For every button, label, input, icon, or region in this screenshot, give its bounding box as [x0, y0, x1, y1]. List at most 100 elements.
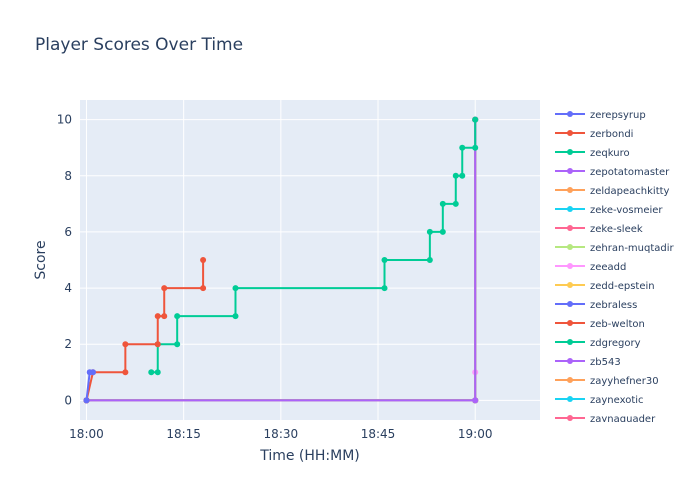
legend-swatch-marker	[567, 263, 573, 269]
x-tick-label: 18:45	[361, 427, 396, 441]
legend-label: zaynaquader	[590, 414, 656, 425]
data-point	[472, 116, 479, 123]
legend-item-zeldapeachkitty[interactable]: zeldapeachkitty	[555, 186, 670, 197]
series-zerepsyrup	[83, 369, 96, 404]
data-point	[472, 144, 479, 151]
legend-swatch-marker	[567, 149, 573, 155]
data-point	[232, 313, 239, 320]
legend-swatch-marker	[567, 111, 573, 117]
legend-swatch-marker	[567, 377, 573, 383]
chart-title: Player Scores Over Time	[35, 35, 243, 55]
series-zeqkuro	[148, 116, 479, 376]
ticks: 0 2 4 6 8 10 18:00 18:15 18:30 18:45 19:00	[57, 113, 493, 441]
y-tick-label: 0	[64, 393, 72, 407]
legend-item-zayyhefner30[interactable]: zayyhefner30	[555, 376, 659, 387]
data-point	[426, 257, 433, 263]
data-point	[154, 341, 161, 348]
legend-item-zedd-epstein[interactable]: zedd-epstein	[555, 281, 655, 292]
legend-item-zaynaquader[interactable]: zaynaquader	[555, 414, 656, 425]
legend-label: zb543	[590, 357, 621, 368]
data-point	[232, 285, 239, 292]
legend-item-zdgregory[interactable]: zdgregory	[555, 338, 641, 349]
legend-swatch-marker	[567, 168, 573, 174]
data-point	[148, 369, 155, 376]
legend-swatch-marker	[567, 301, 573, 307]
data-point	[200, 285, 207, 292]
data-point	[381, 257, 388, 263]
legend-swatch-marker	[567, 320, 573, 326]
legend-item-zeke-vosmeier[interactable]: zeke-vosmeier	[555, 205, 663, 216]
legend-swatch-marker	[567, 244, 573, 250]
legend-swatch-marker	[567, 339, 573, 345]
legend-swatch-marker	[567, 282, 573, 288]
legend-item-zeqkuro[interactable]: zeqkuro	[555, 148, 630, 159]
data-point	[439, 228, 446, 235]
data-point	[426, 228, 433, 235]
x-tick-label: 18:30	[264, 427, 299, 441]
legend-label: zeldapeachkitty	[590, 186, 670, 197]
data-point	[122, 341, 129, 348]
y-tick-label: 8	[64, 169, 72, 183]
legend-label: zerepsyrup	[590, 110, 646, 121]
x-tick-label: 18:15	[166, 427, 201, 441]
data-point	[83, 397, 90, 404]
data-point	[452, 200, 459, 207]
legend-swatch-marker	[567, 358, 573, 364]
legend[interactable]: zerepsyrup zerbondi zeqkuro zepotatomaster z…	[555, 110, 675, 425]
data-point	[174, 341, 181, 348]
data-point	[122, 369, 129, 376]
data-point	[154, 369, 161, 376]
y-tick-label: 10	[57, 113, 72, 127]
legend-item-zb543[interactable]: zb543	[555, 357, 621, 368]
legend-label: zeeadd	[590, 262, 626, 273]
legend-swatch-marker	[567, 206, 573, 212]
data-point	[174, 313, 181, 320]
legend-label: zaynexotic	[590, 395, 644, 406]
x-axis-title: Time (HH:MM)	[259, 448, 360, 464]
data-point	[452, 172, 459, 179]
legend-label: zeqkuro	[590, 148, 630, 159]
legend-label: zeke-sleek	[590, 224, 643, 235]
data-point	[439, 200, 446, 207]
legend-label: zeb-welton	[590, 319, 645, 330]
legend-label: zedd-epstein	[590, 281, 655, 292]
legend-label: zayyhefner30	[590, 376, 659, 387]
legend-swatch-marker	[567, 225, 573, 231]
legend-item-zeeadd[interactable]: zeeadd	[555, 262, 626, 273]
legend-swatch-marker	[567, 415, 573, 421]
legend-item-zepotatomaster[interactable]: zepotatomaster	[555, 167, 670, 178]
series-group	[83, 116, 479, 404]
y-tick-label: 4	[64, 281, 72, 295]
legend-label: zepotatomaster	[590, 167, 670, 178]
data-point	[459, 172, 466, 179]
series-line	[85, 260, 205, 401]
data-point	[200, 257, 207, 263]
x-tick-label: 19:00	[458, 427, 493, 441]
data-point	[161, 313, 168, 320]
legend-item-zehran-muqtadir[interactable]: zehran-muqtadir	[555, 243, 675, 254]
legend-label: zebraless	[590, 300, 637, 311]
plot-area	[80, 100, 540, 420]
legend-swatch-marker	[567, 187, 573, 193]
y-tick-label: 2	[64, 337, 72, 351]
legend-swatch-marker	[567, 130, 573, 136]
data-point	[381, 285, 388, 292]
data-point	[459, 144, 466, 151]
legend-item-zaynexotic[interactable]: zaynexotic	[555, 395, 644, 406]
data-point	[89, 369, 96, 376]
data-point	[161, 285, 168, 292]
legend-label: zdgregory	[590, 338, 641, 349]
data-point	[472, 397, 479, 404]
legend-item-zerbondi[interactable]: zerbondi	[555, 129, 633, 140]
y-axis-title: Score	[33, 240, 49, 279]
legend-swatch-marker	[567, 396, 573, 402]
legend-item-zerepsyrup[interactable]: zerepsyrup	[555, 110, 646, 121]
legend-item-zeb-welton[interactable]: zeb-welton	[555, 319, 645, 330]
legend-item-zebraless[interactable]: zebraless	[555, 300, 637, 311]
legend-label: zerbondi	[590, 129, 633, 140]
legend-item-zeke-sleek[interactable]: zeke-sleek	[555, 224, 643, 235]
data-point	[154, 313, 161, 320]
y-tick-label: 6	[64, 225, 72, 239]
legend-label: zehran-muqtadir	[590, 243, 675, 254]
